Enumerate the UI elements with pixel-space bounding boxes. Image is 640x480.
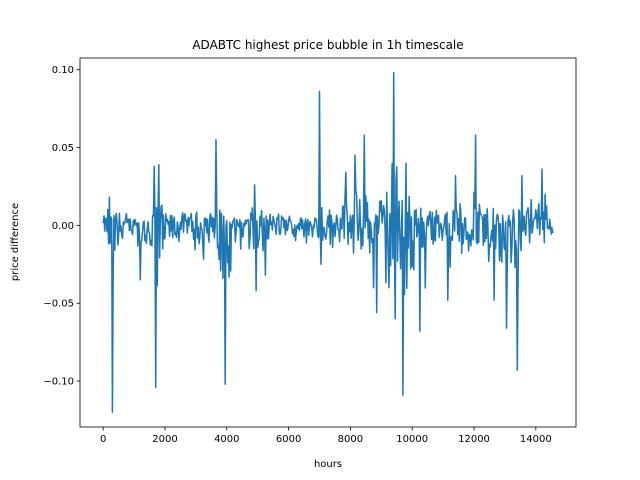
series-layer	[102, 72, 554, 413]
x-axis: 0 2000 4000 6000 8000 10000 12000 14000	[100, 427, 552, 445]
y-tick-label: 0.05	[52, 143, 74, 154]
y-tick-label: −0.10	[43, 377, 74, 388]
series-line	[102, 72, 554, 413]
x-tick-label: 6000	[276, 434, 301, 445]
chart-title: ADABTC highest price bubble in 1h timesc…	[192, 38, 463, 52]
x-tick-label: 10000	[396, 434, 428, 445]
x-tick-label: 14000	[520, 434, 552, 445]
y-tick-label: −0.05	[43, 299, 74, 310]
plot-frame	[79, 57, 577, 428]
x-tick-label: 12000	[458, 434, 490, 445]
y-axis: −0.10 −0.05 0.00 0.05 0.10	[43, 65, 80, 388]
y-axis-label: price difference	[10, 203, 21, 281]
y-tick-label: 0.00	[52, 221, 74, 232]
x-tick-label: 2000	[152, 434, 177, 445]
y-tick-label: 0.10	[52, 65, 74, 76]
x-axis-label: hours	[314, 459, 342, 470]
x-tick-label: 8000	[338, 434, 363, 445]
x-tick-label: 0	[100, 434, 106, 445]
x-tick-label: 4000	[214, 434, 239, 445]
